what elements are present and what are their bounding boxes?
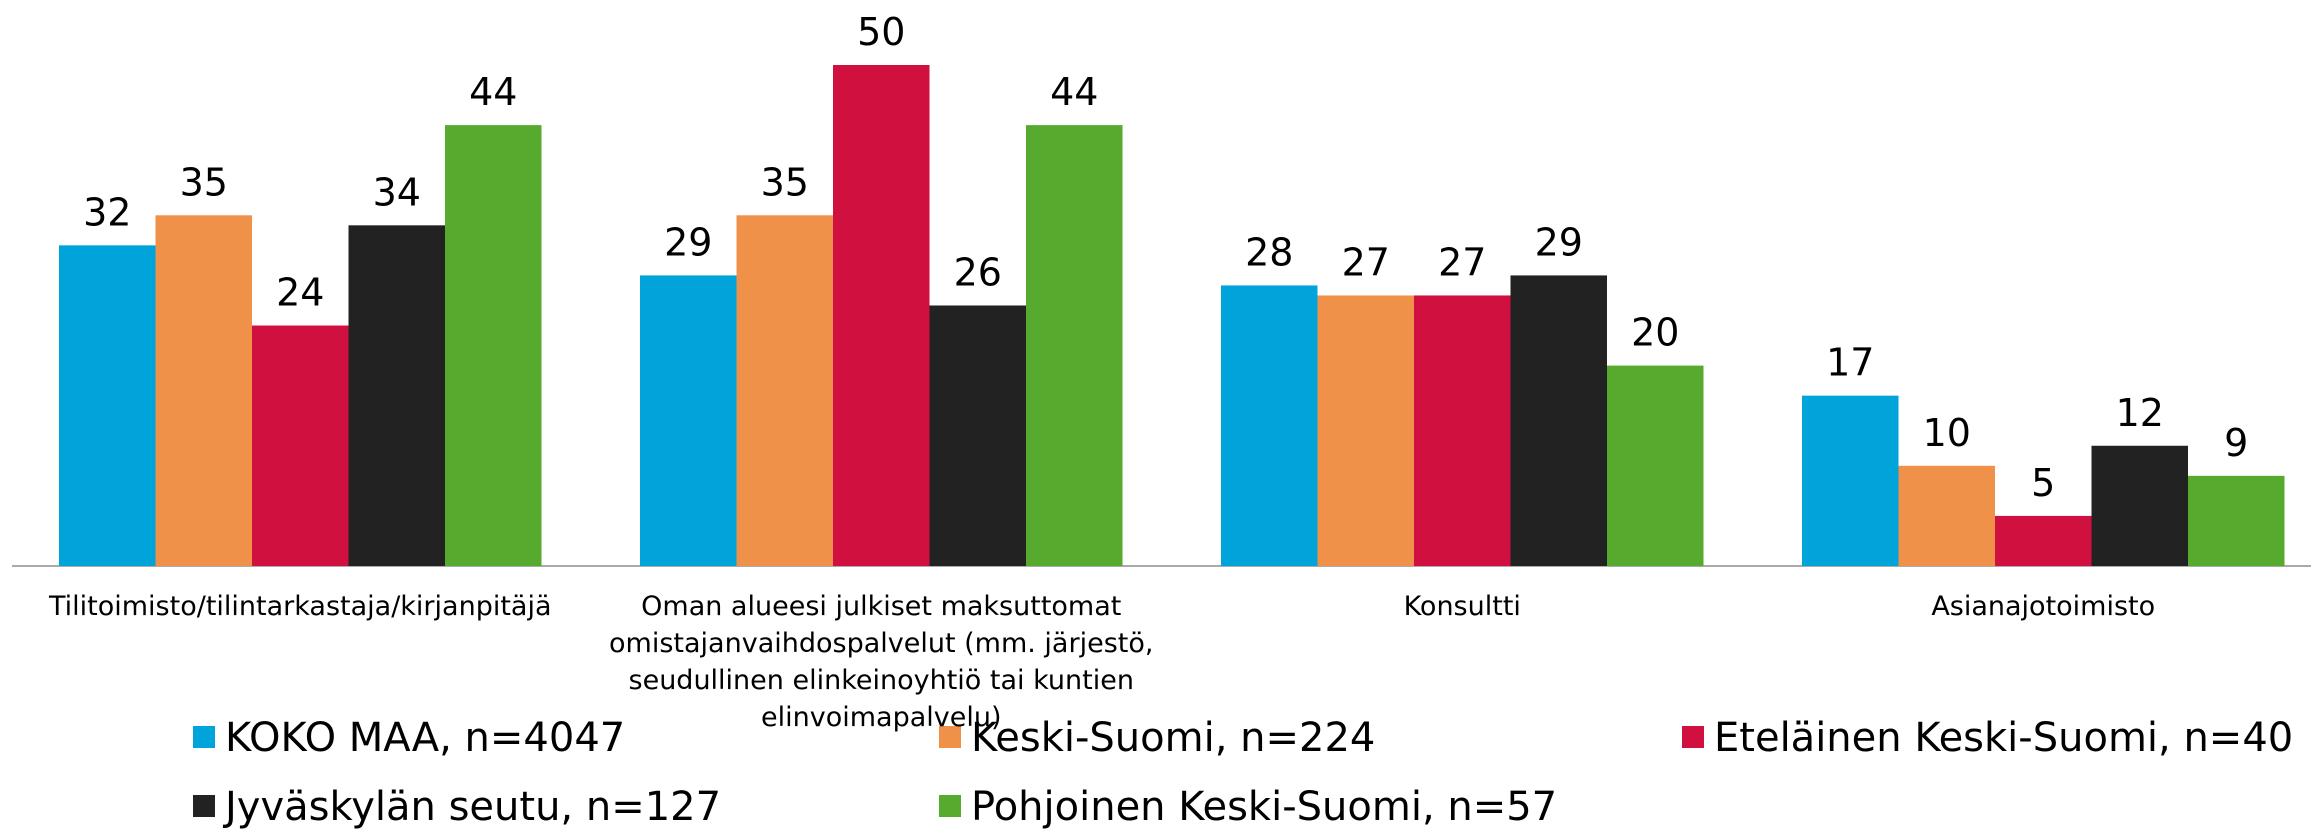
legend-swatch [193, 726, 215, 748]
value-label: 29 [664, 220, 712, 264]
legend-label: Pohjoinen Keski-Suomi, n=57 [971, 784, 1557, 829]
bar [1026, 125, 1123, 567]
bar [1995, 515, 2092, 566]
bar [1510, 275, 1607, 566]
value-label: 44 [1050, 70, 1098, 114]
legend-swatch [193, 795, 215, 817]
x-tick-label: Oman alueesi julkiset maksuttomat omista… [609, 591, 1154, 733]
bar [348, 225, 445, 566]
bar [1317, 295, 1414, 566]
value-label: 28 [1245, 230, 1293, 274]
value-label: 9 [2224, 421, 2248, 465]
bar [1414, 295, 1511, 566]
bar [252, 325, 349, 566]
bar [640, 275, 737, 566]
bar [1802, 395, 1899, 566]
value-label: 50 [857, 10, 905, 54]
value-label: 10 [1923, 411, 1971, 455]
bar [2091, 445, 2188, 566]
legend-label: Keski-Suomi, n=224 [971, 715, 1375, 761]
bar [1607, 365, 1704, 566]
legend-swatch [1682, 726, 1704, 748]
bar [736, 215, 833, 567]
bar [833, 65, 930, 566]
bar [59, 245, 156, 567]
bar [1898, 465, 1995, 566]
bar [155, 215, 252, 567]
value-label: 26 [954, 250, 1002, 294]
value-label: 24 [276, 271, 324, 315]
legend-label: Eteläinen Keski-Suomi, n=40 [1714, 715, 2293, 761]
x-tick-label: Asianajotoimisto [1931, 591, 2156, 622]
value-label: 5 [2031, 461, 2055, 505]
x-tick-label: Tilitoimisto/tilintarkastaja/kirjanpitäj… [48, 591, 552, 622]
value-label: 34 [373, 170, 421, 214]
value-label: 35 [180, 160, 228, 204]
value-label: 32 [83, 190, 131, 234]
value-label: 35 [761, 160, 809, 204]
legend-label: KOKO MAA, n=4047 [225, 715, 625, 761]
value-label: 17 [1826, 341, 1874, 385]
bar [1221, 285, 1318, 566]
value-label: 27 [1342, 240, 1390, 284]
value-label: 27 [1438, 240, 1486, 284]
value-label: 44 [469, 70, 517, 114]
value-label: 12 [2116, 391, 2164, 435]
value-label: 29 [1535, 220, 1583, 264]
bar [929, 305, 1026, 566]
legend-swatch [939, 726, 961, 748]
value-label: 20 [1631, 311, 1679, 355]
bar [445, 125, 542, 567]
legend-swatch [939, 795, 961, 817]
x-tick-label: Konsultti [1403, 591, 1521, 622]
bar [2188, 475, 2285, 566]
legend-label: Jyväskylän seutu, n=127 [222, 784, 721, 829]
